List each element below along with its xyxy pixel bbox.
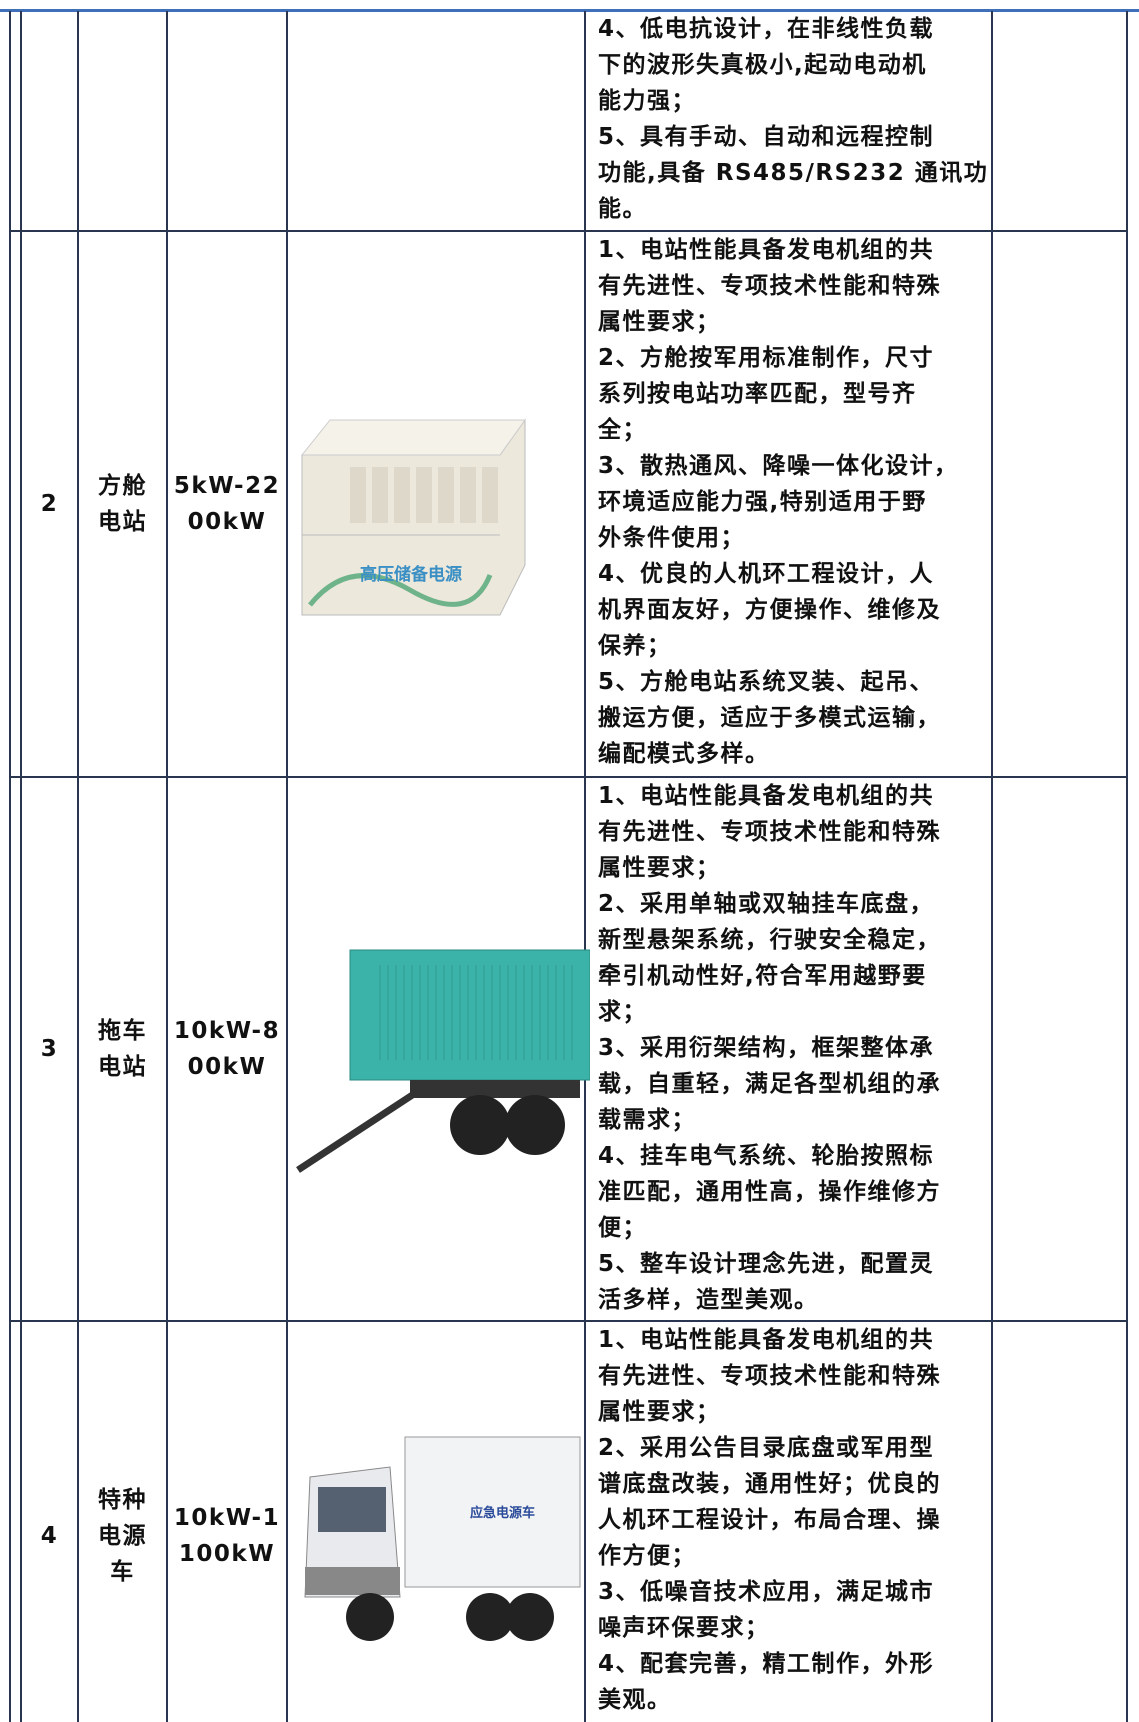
feature-line: 机界面友好，方便操作、维修及 xyxy=(598,597,941,623)
feature-line: 有先进性、专项技术性能和特殊 xyxy=(598,1363,941,1389)
feature-line: 人机环工程设计，布局合理、操 xyxy=(598,1507,941,1533)
name-cell: 特种 电源车 xyxy=(79,1322,168,1722)
feature-line: 编配模式多样。 xyxy=(598,741,770,767)
feature-line: 环境适应能力强,特别适用于野 xyxy=(598,489,927,515)
feature-line: 5、具有手动、自动和远程控制 xyxy=(598,124,935,150)
feature-line: 1、电站性能具备发电机组的共 xyxy=(598,1327,935,1353)
feature-line: 准匹配，通用性高，操作维修方 xyxy=(598,1179,941,1205)
feature-line: 活多样，造型美观。 xyxy=(598,1287,819,1313)
feature-line: 属性要求； xyxy=(598,1399,721,1425)
power-cell: 10kW-1 100kW xyxy=(168,1322,288,1722)
blank-cell xyxy=(993,1322,1128,1722)
feature-cell: 1、电站性能具备发电机组的共 有先进性、专项技术性能和特殊 属性要求； 2、采用单轴或… xyxy=(586,778,993,1322)
feature-cell: 1、电站性能具备发电机组的共 有先进性、专项技术性能和特殊 属性要求； 2、方舱按军用… xyxy=(586,232,993,778)
empty-cell xyxy=(22,11,79,232)
name-cell: 拖车 电站 xyxy=(79,778,168,1322)
feature-line: 4、低电抗设计，在非线性负载 xyxy=(598,16,935,42)
feature-line: 能力强； xyxy=(598,88,696,114)
feature-line: 载，自重轻，满足各型机组的承 xyxy=(598,1071,941,1097)
image-label: 应急电源车 xyxy=(470,1505,535,1521)
empty-cell xyxy=(993,11,1128,232)
name-cell: 方舱 电站 xyxy=(79,232,168,778)
empty-cell xyxy=(79,11,168,232)
feature-line: 全； xyxy=(598,417,647,443)
feature-line: 外条件使用； xyxy=(598,525,745,551)
feature-line: 求； xyxy=(598,999,647,1025)
name-line: 特种 xyxy=(98,1487,147,1513)
feature-line: 谱底盘改装，通用性好；优良的 xyxy=(598,1471,941,1497)
power-line: 10kW-8 xyxy=(173,1018,281,1044)
feature-line: 1、电站性能具备发电机组的共 xyxy=(598,783,935,809)
empty-cell xyxy=(168,11,288,232)
feature-line: 能。 xyxy=(598,196,647,222)
feature-line: 载需求； xyxy=(598,1107,696,1133)
row-index: 3 xyxy=(40,1036,59,1062)
name-line: 车 xyxy=(110,1559,135,1585)
feature-line: 4、优良的人机环工程设计，人 xyxy=(598,561,935,587)
feature-line: 1、电站性能具备发电机组的共 xyxy=(598,237,935,263)
product-image: 应急电源车 xyxy=(304,1436,581,1641)
blank-cell xyxy=(9,1322,22,1722)
row-index: 2 xyxy=(40,491,59,517)
feature-line: 噪声环保要求； xyxy=(598,1615,770,1641)
feature-line: 保养； xyxy=(598,633,672,659)
feature-cell: 1、电站性能具备发电机组的共 有先进性、专项技术性能和特殊 属性要求； 2、采用公告目… xyxy=(586,1322,993,1722)
feature-line: 4、挂车电气系统、轮胎按照标 xyxy=(598,1143,935,1169)
blank-cell xyxy=(9,778,22,1322)
product-image: 高压储备电源 xyxy=(300,418,526,616)
power-line: 5kW-22 xyxy=(173,473,281,499)
power-line: 00kW xyxy=(187,1054,267,1080)
image-cell xyxy=(288,232,586,778)
top-border xyxy=(0,9,1139,12)
name-line: 电源 xyxy=(98,1523,147,1549)
empty-cell xyxy=(9,11,22,232)
power-line: 10kW-1 xyxy=(173,1505,281,1531)
power-cell: 10kW-8 00kW xyxy=(168,778,288,1322)
index-cell: 3 xyxy=(22,778,79,1322)
feature-cell: 4、低电抗设计，在非线性负载 下的波形失真极小,起动电动机 能力强； 5、具有手动、自… xyxy=(586,11,993,232)
feature-line: 美观。 xyxy=(598,1687,672,1713)
feature-line: 系列按电站功率匹配，型号齐 xyxy=(598,381,917,407)
feature-line: 3、低噪音技术应用，满足城市 xyxy=(598,1579,935,1605)
image-label: 高压储备电源 xyxy=(360,564,462,585)
index-cell: 2 xyxy=(22,232,79,778)
feature-line: 2、采用公告目录底盘或军用型 xyxy=(598,1435,935,1461)
feature-line: 属性要求； xyxy=(598,855,721,881)
power-cell: 5kW-22 00kW xyxy=(168,232,288,778)
blank-cell xyxy=(993,778,1128,1322)
feature-line: 作方便； xyxy=(598,1543,696,1569)
feature-line: 4、配套完善，精工制作，外形 xyxy=(598,1651,935,1677)
name-line: 电站 xyxy=(98,1054,147,1080)
feature-line: 2、采用单轴或双轴挂车底盘， xyxy=(598,891,935,917)
feature-line: 属性要求； xyxy=(598,309,721,335)
feature-line: 2、方舱按军用标准制作，尺寸 xyxy=(598,345,935,371)
product-image xyxy=(296,949,590,1173)
feature-line: 有先进性、专项技术性能和特殊 xyxy=(598,819,941,845)
name-line: 方舱 xyxy=(98,473,147,499)
power-line: 00kW xyxy=(187,509,267,535)
empty-cell xyxy=(288,11,586,232)
feature-line: 5、方舱电站系统叉装、起吊、 xyxy=(598,669,935,695)
feature-line: 5、整车设计理念先进，配置灵 xyxy=(598,1251,935,1277)
image-cell xyxy=(288,1322,586,1722)
feature-line: 新型悬架系统，行驶安全稳定， xyxy=(598,927,941,953)
feature-line: 下的波形失真极小,起动电动机 xyxy=(598,52,927,78)
feature-line: 有先进性、专项技术性能和特殊 xyxy=(598,273,941,299)
feature-line: 搬运方便，适应于多模式运输， xyxy=(598,705,941,731)
blank-cell xyxy=(993,232,1128,778)
feature-line: 便； xyxy=(598,1215,647,1241)
blank-cell xyxy=(9,232,22,778)
feature-line: 3、采用衍架结构，框架整体承 xyxy=(598,1035,935,1061)
feature-line: 功能,具备 RS485/RS232 通讯功 xyxy=(598,160,989,186)
name-line: 拖车 xyxy=(98,1018,147,1044)
feature-line: 3、散热通风、降噪一体化设计， xyxy=(598,453,959,479)
index-cell: 4 xyxy=(22,1322,79,1722)
row-index: 4 xyxy=(40,1523,59,1549)
feature-line: 牵引机动性好,符合军用越野要 xyxy=(598,963,927,989)
name-line: 电站 xyxy=(98,509,147,535)
power-line: 100kW xyxy=(178,1541,276,1567)
